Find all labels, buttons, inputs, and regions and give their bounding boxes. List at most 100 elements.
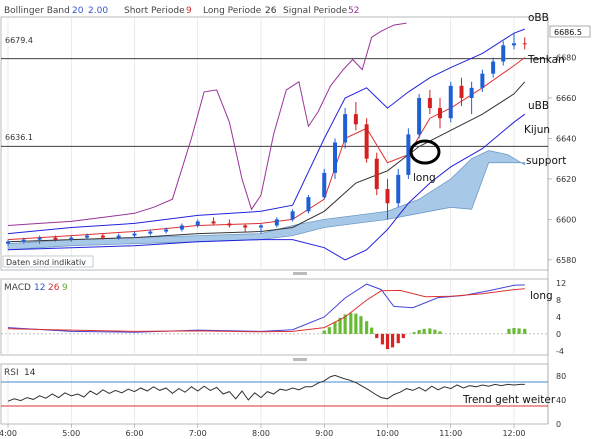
series-line-purple	[7, 22, 407, 226]
annotation-kijun: Kijun	[524, 124, 550, 136]
time-tick-label: 11:00	[439, 429, 462, 438]
macd-histogram-bar	[322, 330, 326, 334]
level-label-upper: 6679.4	[5, 36, 33, 45]
data-indicative-label: Daten sind indikativ	[6, 258, 86, 267]
macd-histogram-bar	[422, 328, 426, 334]
macd-tick-label: 12	[556, 279, 566, 288]
macd-axis: -4 0 4 8 12	[556, 279, 566, 356]
macd-histogram-bar	[433, 329, 437, 334]
price-tick-label: 6660	[556, 94, 576, 103]
macd-tick-label: 0	[556, 330, 561, 339]
macd-histogram-bar	[523, 328, 527, 334]
candle-body	[469, 87, 474, 98]
bollinger-deviation: 2.00	[88, 6, 108, 16]
level-lines	[1, 58, 548, 147]
macd-line-signal	[7, 288, 525, 333]
annotation-support: support	[526, 155, 566, 167]
candle-body	[100, 235, 105, 238]
candle-body	[427, 97, 432, 109]
candle-body	[437, 108, 442, 119]
candle-body	[274, 219, 279, 226]
signal-period-value: 52	[348, 6, 359, 16]
macd-tick-label: 4	[556, 313, 561, 322]
rsi-period: 14	[24, 368, 36, 378]
candle-body	[417, 97, 422, 135]
time-tick-label: 10:00	[376, 429, 399, 438]
rsi-tick-label: 40	[556, 396, 566, 405]
macd-label: MACD	[4, 283, 31, 293]
candle-body	[179, 225, 184, 230]
candle-body	[353, 114, 358, 125]
rsi-tick-label: 80	[556, 372, 566, 381]
price-badge	[549, 25, 591, 38]
rsi-axis: 0 40 80	[556, 372, 566, 429]
macd-histogram-bar	[359, 316, 363, 334]
candle-body	[132, 233, 137, 236]
series-line-ubb	[7, 113, 526, 261]
macd-histogram-bar	[507, 328, 511, 334]
macd-slow: 26	[48, 283, 60, 293]
macd-histogram-bar	[412, 332, 416, 334]
candle-body	[306, 197, 311, 212]
macd-histogram-bar	[428, 328, 432, 334]
bollinger-period: 20	[72, 6, 84, 16]
candle-body	[37, 237, 42, 240]
candle-body	[322, 172, 327, 198]
candle-body	[491, 61, 496, 74]
candle-body	[448, 85, 453, 119]
candle-body	[333, 142, 338, 173]
series-line-kijun	[7, 81, 526, 243]
annotation-obb: oBB	[528, 12, 549, 24]
candle-body	[480, 73, 485, 88]
time-tick-label: 8:00	[252, 429, 270, 438]
macd-histogram-bar	[438, 331, 442, 334]
long-period-label: Long Periode	[203, 6, 262, 16]
long-period-value: 26	[265, 6, 277, 16]
panel-splitter-handle[interactable]	[293, 272, 307, 275]
price-tick-label: 6620	[556, 175, 576, 184]
bollinger-label: Bollinger Band	[4, 6, 70, 16]
candle-body	[522, 43, 527, 45]
time-tick-label: 12:00	[502, 429, 525, 438]
candle-body	[6, 241, 10, 244]
macd-tick-label: -4	[556, 347, 564, 356]
annotation-trend: Trend geht weiter	[462, 394, 556, 406]
price-indicator-lines	[7, 22, 526, 261]
macd-histogram-bar	[327, 327, 331, 334]
macd-histogram-bar	[512, 327, 516, 334]
long-signal-circle	[409, 139, 441, 165]
price-tick-label: 6580	[556, 256, 576, 265]
panel-splitter-handle[interactable]	[293, 358, 307, 361]
data-indicative-box	[2, 255, 94, 268]
candle-body	[259, 225, 263, 228]
candle-body	[21, 239, 26, 242]
macd-histogram-bar	[343, 314, 347, 334]
time-axis: 4:00 5:00 6:00 7:00 8:00 9:00 10:00 11:00 12:00	[0, 17, 526, 438]
candle-body	[406, 134, 411, 175]
candle-body	[116, 235, 121, 238]
macd-tick-label: 8	[556, 296, 561, 305]
macd-histogram-bar	[517, 328, 521, 334]
time-tick-label: 7:00	[189, 429, 207, 438]
candle-body	[148, 231, 153, 234]
candle-body	[290, 211, 295, 220]
macd-histogram-bar	[417, 330, 421, 334]
annotation-macd-long: long	[530, 290, 553, 302]
rsi-line	[7, 374, 525, 402]
short-period-label: Short Periode	[124, 6, 185, 16]
candles	[6, 33, 527, 246]
time-tick-label: 6:00	[126, 429, 144, 438]
short-period-value: 9	[186, 6, 192, 16]
macd-histogram-bar	[338, 317, 342, 334]
macd-histogram-bar	[333, 322, 337, 334]
candle-body	[385, 189, 390, 204]
macd-histogram-bar	[401, 333, 405, 339]
macd-histogram-bar	[365, 321, 369, 334]
rsi-chart	[1, 374, 548, 407]
macd-histogram-bar	[385, 333, 390, 350]
macd-signal: 9	[62, 283, 68, 293]
price-axis: 6580 6600 6620 6640 6660 6680	[548, 53, 576, 265]
price-tick-label: 6600	[556, 215, 576, 224]
macd-histogram-bar	[396, 333, 400, 344]
